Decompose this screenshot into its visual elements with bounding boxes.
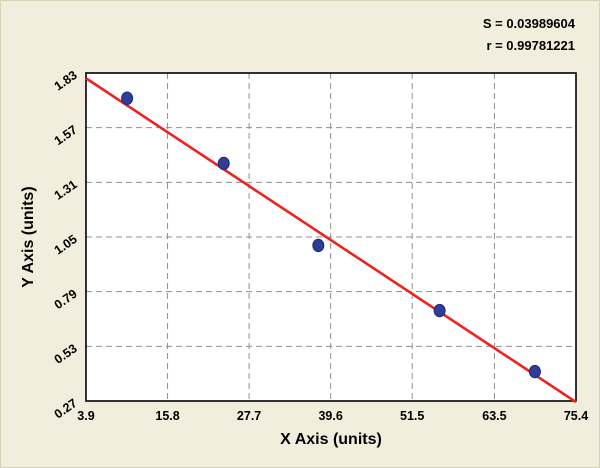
s-value-text: S = 0.03989604: [482, 16, 575, 31]
data-point: [217, 156, 230, 171]
fit-line: [85, 77, 577, 404]
plot-frame: [85, 72, 577, 402]
x-tick-label: 39.6: [318, 409, 342, 423]
r-value-text: r = 0.99781221: [486, 38, 575, 54]
data-point: [121, 91, 134, 105]
data-point: [433, 303, 446, 318]
x-tick-label: 75.4: [564, 409, 588, 423]
x-tick-label: 63.5: [482, 409, 506, 423]
data-point: [528, 364, 541, 379]
x-tick-label: 51.5: [400, 409, 424, 423]
y-tick-label: 0.53: [52, 341, 80, 366]
y-tick-label: 1.57: [52, 123, 80, 148]
y-tick-label: 0.79: [52, 287, 80, 312]
x-tick-label: 27.7: [237, 409, 261, 423]
y-axis-title: Y Axis (units): [20, 186, 37, 288]
y-tick-label: 0.27: [52, 396, 80, 421]
data-point: [312, 238, 325, 253]
x-tick-label: 15.8: [155, 409, 179, 423]
x-axis-title: X Axis (units): [280, 431, 382, 448]
y-tick-label: 1.31: [52, 177, 80, 202]
regression-stats: S = 0.03989604 r = 0.99781221: [483, 13, 575, 57]
y-tick-label: 1.05: [52, 232, 80, 257]
y-tick-label: 1.83: [52, 68, 80, 93]
x-tick-label: 3.9: [77, 409, 94, 423]
